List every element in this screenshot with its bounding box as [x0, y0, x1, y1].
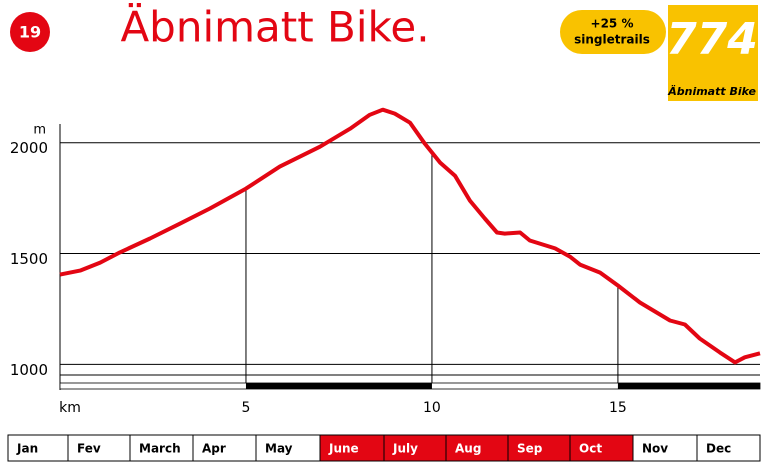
month-label: March [139, 442, 181, 456]
month-label: Nov [642, 442, 668, 456]
month-cell [696, 434, 761, 462]
month-cell [67, 434, 131, 462]
logo-number: 774 [666, 14, 758, 65]
month-label: Jan [16, 442, 38, 456]
month-label: Sep [517, 442, 543, 456]
month-cell [445, 434, 509, 462]
x-tick-label: 5 [242, 400, 251, 416]
month-label: Aug [455, 442, 481, 456]
month-label: Fev [77, 442, 101, 456]
x-tick-label: 10 [423, 400, 441, 416]
month-cell [7, 434, 69, 462]
month-label: June [328, 442, 359, 456]
pill [560, 10, 666, 54]
month-cell [632, 434, 698, 462]
logo-name: Äbnimatt Bike [667, 84, 756, 98]
month-cell [255, 434, 321, 462]
scale-segment [245, 383, 432, 389]
month-label: July [392, 442, 418, 456]
elevation-line [59, 107, 761, 365]
month-cell [319, 434, 385, 462]
y-unit: m [33, 123, 46, 138]
badge-number: 19 [19, 23, 41, 42]
month-label: May [265, 442, 293, 456]
pill-text: +25 % [591, 17, 634, 31]
month-label: Dec [706, 442, 731, 456]
month-cell [383, 434, 447, 462]
y-tick-label: 2000 [10, 139, 48, 157]
month-cell [129, 434, 194, 462]
chart-title: Äbnimatt Bike. [120, 2, 429, 52]
pill-text: singletrails [574, 33, 650, 47]
y-tick-label: 1000 [10, 361, 48, 379]
y-tick-label: 1500 [10, 250, 48, 268]
month-cell [507, 434, 571, 462]
month-label: Oct [579, 442, 602, 456]
scale-segment [617, 383, 760, 389]
x-tick-label: 15 [609, 400, 627, 416]
month-label: Apr [202, 442, 226, 456]
logo [668, 5, 758, 101]
month-cell [569, 434, 634, 462]
badge [10, 12, 50, 52]
x-tick-label: km [59, 400, 81, 416]
